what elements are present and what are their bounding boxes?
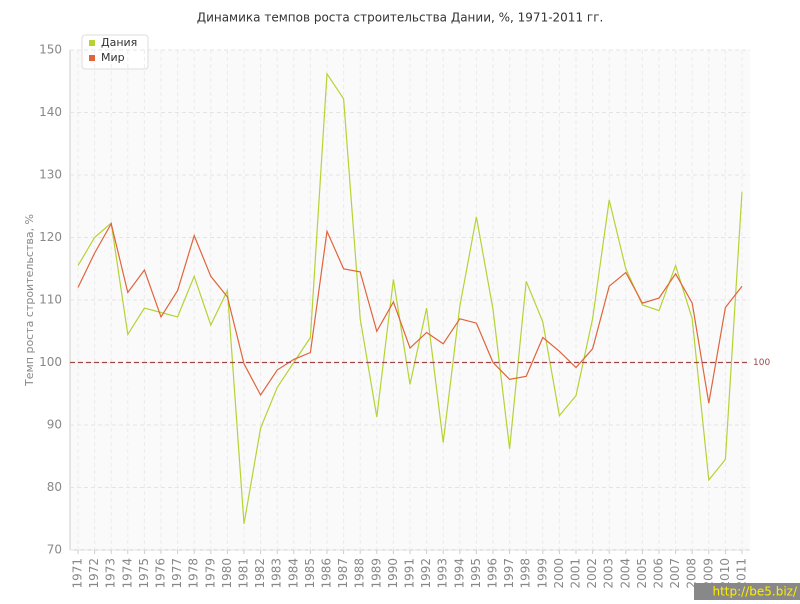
x-tick-label: 1998 (519, 558, 533, 589)
x-tick-label: 1995 (469, 558, 483, 589)
x-tick-label: 1989 (369, 558, 383, 589)
x-tick-label: 1979 (203, 558, 217, 589)
series-line (77, 71, 743, 524)
y-tick-label: 70 (47, 543, 62, 557)
y-axis-label: Темп роста строительства, % (23, 214, 36, 387)
x-tick-label: 1987 (336, 558, 350, 589)
x-tick-label: 2003 (602, 558, 616, 589)
x-tick-label: 1985 (303, 558, 317, 589)
watermark-bg (694, 583, 800, 600)
y-tick-label: 150 (39, 43, 62, 57)
chart-title: Динамика темпов роста строительства Дани… (197, 11, 604, 25)
x-tick-label: 1991 (403, 558, 417, 589)
x-tick-label: 1983 (270, 558, 284, 589)
series-line (77, 222, 743, 404)
x-tick-label: 1977 (170, 558, 184, 589)
x-tick-label: 1986 (320, 558, 334, 589)
x-tick-label: 2008 (685, 558, 699, 589)
reference-label: 100 (753, 358, 770, 368)
x-tick-label: 2007 (668, 558, 682, 589)
y-tick-label: 110 (39, 293, 62, 307)
watermark: http://be5.biz/ (712, 585, 797, 599)
x-tick-label: 2001 (569, 558, 583, 589)
x-tick-label: 1980 (220, 558, 234, 589)
legend-label: Дания (101, 36, 137, 49)
x-tick-label: 1973 (104, 558, 118, 589)
y-tick-label: 90 (47, 418, 62, 432)
x-tick-label: 1972 (87, 558, 101, 589)
legend-marker (89, 55, 95, 61)
x-tick-label: 2002 (585, 558, 599, 589)
y-tick-label: 120 (39, 230, 62, 244)
y-tick-label: 100 (39, 355, 62, 369)
x-tick-label: 2011 (735, 558, 749, 589)
y-tick-label: 130 (39, 168, 62, 182)
y-tick-label: 80 (47, 480, 62, 494)
x-tick-label: 1990 (386, 558, 400, 589)
legend-marker (89, 40, 95, 46)
x-tick-label: 1982 (253, 558, 267, 589)
x-tick-label: 1994 (452, 558, 466, 589)
x-tick-label: 1975 (137, 558, 151, 589)
x-tick-label: 2000 (552, 558, 566, 589)
x-tick-label: 1981 (237, 558, 251, 589)
x-tick-label: 1971 (71, 558, 85, 589)
x-tick-label: 1976 (154, 558, 168, 589)
x-tick-label: 2010 (718, 558, 732, 589)
x-tick-label: 2009 (701, 558, 715, 589)
x-tick-label: 1997 (502, 558, 516, 589)
x-tick-label: 2006 (652, 558, 666, 589)
x-tick-label: 2004 (618, 558, 632, 589)
legend (81, 34, 149, 70)
y-tick-label: 140 (39, 105, 62, 119)
x-tick-label: 1974 (120, 558, 134, 589)
x-tick-label: 1996 (486, 558, 500, 589)
x-tick-label: 1993 (436, 558, 450, 589)
x-tick-label: 1984 (286, 558, 300, 589)
x-tick-label: 1992 (419, 558, 433, 589)
x-tick-label: 1988 (353, 558, 367, 589)
x-tick-label: 1978 (187, 558, 201, 589)
x-tick-label: 1999 (535, 558, 549, 589)
x-tick-label: 2005 (635, 558, 649, 589)
legend-label: Мир (101, 51, 125, 64)
